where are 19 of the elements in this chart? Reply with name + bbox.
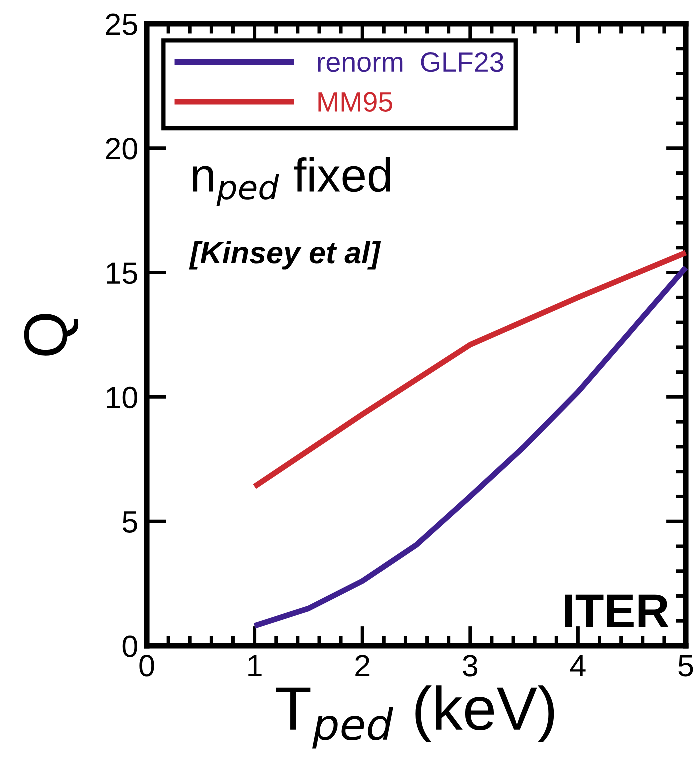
annotation: n$_{ped}$ fixed — [193, 157, 390, 206]
y-axis-title: Q — [24, 314, 79, 356]
legend-label: MM95 — [318, 92, 392, 112]
y-tick-label: 5 — [122, 512, 138, 533]
annotation: ITER — [565, 594, 669, 628]
x-tick-label: 0 — [140, 655, 154, 677]
y-tick-label: 25 — [106, 14, 138, 36]
y-tick-label: 10 — [107, 386, 138, 409]
x-tick-label: 1 — [248, 655, 262, 676]
annotation: [Kinsey et al] — [189, 241, 382, 270]
x-tick-label: 4 — [570, 655, 586, 676]
legend-label: renorm GLF23 — [318, 52, 504, 72]
y-tick-label: 20 — [106, 138, 138, 160]
x-tick-label: 3 — [463, 655, 478, 677]
y-tick-label: 15 — [107, 262, 138, 284]
x-tick-label: 2 — [356, 655, 370, 676]
x-axis-title: T$_{ped}$ (keV) — [276, 686, 554, 749]
y-tick-label: 0 — [122, 636, 138, 658]
x-tick-label: 5 — [678, 655, 694, 677]
